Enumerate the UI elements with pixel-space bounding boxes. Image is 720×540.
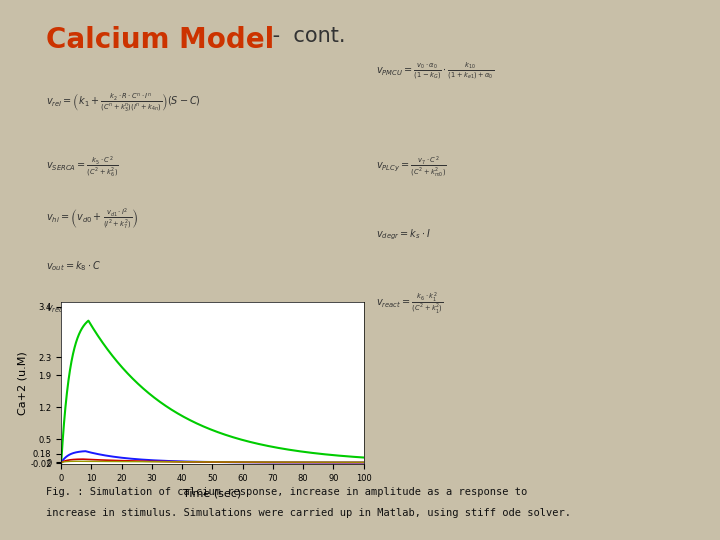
Text: $v_{SERCA} = \frac{k_5 \cdot C^2}{(C^2 + k_6^2)}$: $v_{SERCA} = \frac{k_5 \cdot C^2}{(C^2 +… (45, 155, 118, 179)
Text: $v_{hi} = \left(v_{d0} + \frac{v_{d1} \cdot I^2}{(I^2 + k_7^2)}\right)$: $v_{hi} = \left(v_{d0} + \frac{v_{d1} \c… (45, 207, 138, 232)
Y-axis label: Ca+2 (u.M): Ca+2 (u.M) (17, 352, 27, 415)
Text: increase in stimulus. Simulations were carried up in Matlab, using stiff ode sol: increase in stimulus. Simulations were c… (45, 508, 570, 518)
Text: $v_{degr} = k_s \cdot I$: $v_{degr} = k_s \cdot I$ (376, 228, 431, 242)
Text: $v_{react} = \frac{k_6 \cdot k_1^2}{(C^2 + k_1^2)}$: $v_{react} = \frac{k_6 \cdot k_1^2}{(C^2… (376, 291, 444, 316)
Text: Calcium Model: Calcium Model (45, 26, 274, 55)
Text: $v_{rel} = \left(k_1 + \frac{k_2 \cdot R \cdot C^n \cdot I^n}{(C^n + k_3^n)(I^n : $v_{rel} = \left(k_1 + \frac{k_2 \cdot R… (45, 92, 200, 114)
Text: -  cont.: - cont. (266, 26, 345, 46)
Text: $v_{PLCy} = \frac{v_7 \cdot C^2}{(C^2 + k_{m0}^2)}$: $v_{PLCy} = \frac{v_7 \cdot C^2}{(C^2 + … (376, 155, 446, 179)
X-axis label: Time (sec): Time (sec) (184, 489, 241, 498)
Text: $v_{out} = k_8 \cdot C$: $v_{out} = k_8 \cdot C$ (45, 260, 101, 273)
Text: Fig. : Simulation of calcium response, increase in amplitude as a response to: Fig. : Simulation of calcium response, i… (45, 488, 527, 497)
Text: $v_{recr} = k_9 \cdot R$: $v_{recr} = k_9 \cdot R$ (45, 301, 102, 315)
Text: $v_{PMCU} = \frac{v_0 \cdot \alpha_0}{(1 - k_G)} \cdot \frac{k_{10}}{(1 + k_{e1}: $v_{PMCU} = \frac{v_0 \cdot \alpha_0}{(1… (376, 60, 494, 82)
